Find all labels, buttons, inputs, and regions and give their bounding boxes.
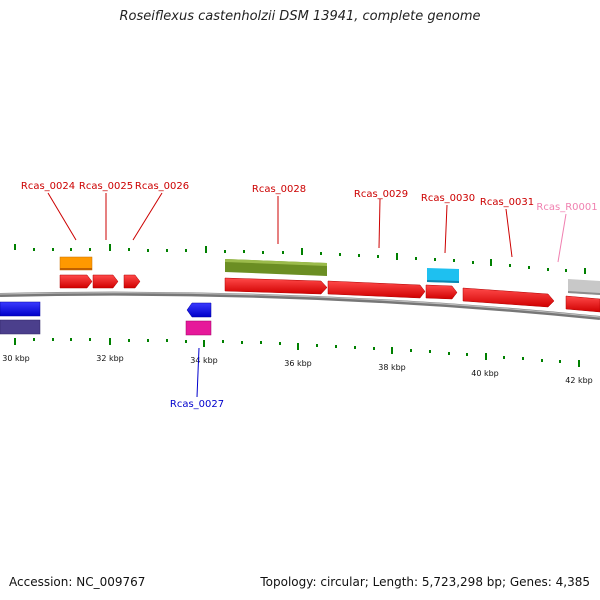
leader-line-rcas-0029	[378, 198, 381, 249]
gene-bar-indigo[interactable]	[0, 319, 41, 335]
leader-line-rcas-0030	[444, 204, 448, 254]
gene-label-rcas-r0001[interactable]: Rcas_R0001	[536, 202, 597, 213]
scale-label: 34 kbp	[190, 356, 218, 365]
leader-line-rcas-0031	[505, 208, 513, 258]
gene-arrow-rcas-0024[interactable]	[59, 274, 93, 289]
gene-label-rcas-0029[interactable]: Rcas_0029	[354, 189, 408, 200]
leader-line-rcas-0024	[47, 192, 77, 241]
leader-lines	[47, 192, 567, 398]
gene-arrow-rcas-0031[interactable]	[462, 287, 555, 308]
gene-arrow-rcas-0028[interactable]	[224, 277, 328, 295]
leader-line-rcas-r0001	[557, 213, 567, 263]
gene-arrow-rcas-0025[interactable]	[92, 274, 119, 289]
scale-label: 38 kbp	[378, 363, 406, 372]
genome-summary-text: Topology: circular; Length: 5,723,298 bp…	[260, 575, 590, 589]
genome-title: Roseiflexus castenholzii DSM 13941, comp…	[119, 9, 481, 24]
feature-bar-gray[interactable]	[568, 279, 600, 295]
gene-arrow-rcas-0030[interactable]	[425, 284, 458, 300]
scale-label: 36 kbp	[284, 359, 312, 368]
scale-label: 30 kbp	[2, 354, 30, 363]
forward-genes	[59, 274, 600, 313]
scale-label: 32 kbp	[96, 354, 124, 363]
gene-arrow-rcas-0026[interactable]	[123, 274, 141, 289]
leader-line-rcas-0027	[196, 347, 200, 398]
feature-bar-orange-shadow	[60, 268, 92, 270]
gene-bar-blue[interactable]	[0, 301, 41, 317]
feature-bar-gray-shadow	[568, 291, 600, 295]
upper-ticks	[14, 244, 586, 274]
gene-label-rcas-0024[interactable]: Rcas_0024	[21, 181, 75, 192]
gene-label-rcas-0027[interactable]: Rcas_0027	[170, 399, 224, 410]
reverse-genes	[0, 301, 212, 336]
gene-arrow-rcas-r0001[interactable]	[565, 295, 600, 313]
gene-label-rcas-0028[interactable]: Rcas_0028	[252, 184, 306, 195]
gene-arrow-rcas-0029[interactable]	[327, 280, 426, 299]
lower-ticks	[14, 338, 580, 367]
genome-backbone	[0, 291, 600, 320]
gene-label-rcas-0030[interactable]: Rcas_0030	[421, 193, 475, 204]
feature-bar-cyan[interactable]	[427, 268, 459, 283]
leader-line-rcas-0026	[132, 192, 163, 241]
gene-bar-magenta[interactable]	[185, 320, 212, 336]
accession-text: Accession: NC_009767	[9, 575, 146, 589]
gene-labels: Rcas_0024 Rcas_0025 Rcas_0026 Rcas_0028 …	[21, 181, 598, 410]
gene-arrow-rcas-0027[interactable]	[186, 302, 212, 318]
gene-label-rcas-0031[interactable]: Rcas_0031	[480, 197, 534, 208]
gene-label-rcas-0025[interactable]: Rcas_0025	[79, 181, 133, 192]
feature-bar-olive-highlight	[225, 259, 327, 266]
genome-backbone-highlight	[0, 292, 600, 318]
feature-bar-cyan-shadow	[427, 280, 459, 283]
gene-label-rcas-0026[interactable]: Rcas_0026	[135, 181, 189, 192]
scale-labels: 30 kbp 32 kbp 34 kbp 36 kbp 38 kbp 40 kb…	[2, 354, 593, 385]
scale-label: 42 kbp	[565, 376, 593, 385]
scale-label: 40 kbp	[471, 369, 499, 378]
